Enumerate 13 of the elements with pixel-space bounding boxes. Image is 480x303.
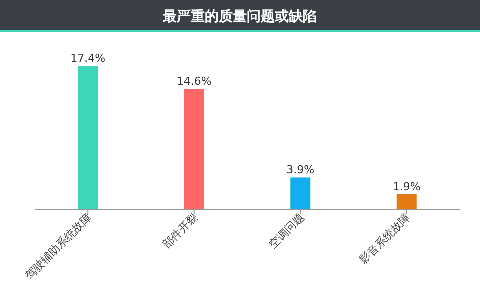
data-label: 17.4% xyxy=(70,52,106,65)
data-label: 14.6% xyxy=(176,75,212,88)
bar xyxy=(290,178,311,210)
x-tick-label: 空调问题 xyxy=(266,210,307,252)
x-tick-label: 部件开裂 xyxy=(160,210,200,252)
bar xyxy=(396,194,417,210)
chart-title: 最严重的质量问题或缺陷 xyxy=(162,8,317,25)
data-label: 3.9% xyxy=(286,164,315,177)
x-tick-label: 影音系统故障 xyxy=(357,210,413,267)
bar xyxy=(184,89,204,210)
bar xyxy=(78,66,98,210)
data-label: 1.9% xyxy=(392,180,421,194)
x-tick-label: 驾驶辅助系统故障 xyxy=(22,210,94,282)
